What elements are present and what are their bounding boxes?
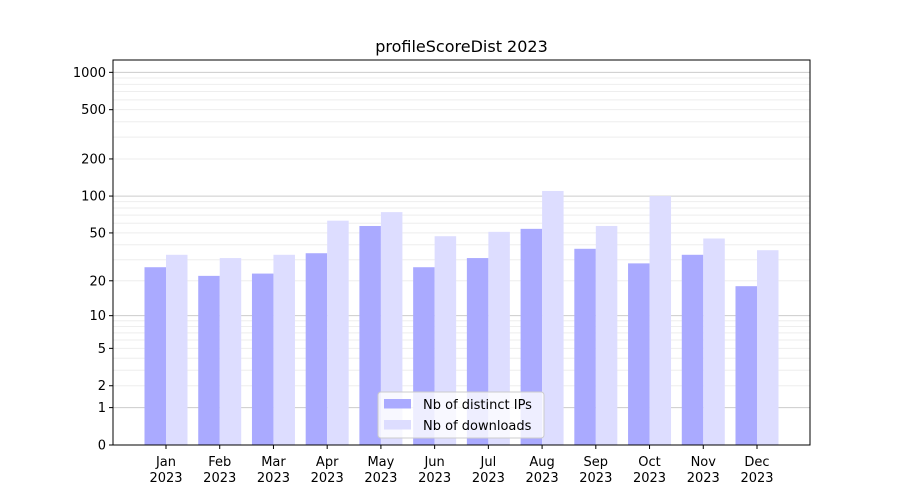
y-tick-label: 10 [89,309,106,324]
bar-downloads [273,254,295,445]
x-tick-label: 2023 [149,471,182,486]
x-tick-label: Sep [584,455,609,470]
bar-distinct-ips [681,254,704,445]
x-tick-label: Oct [638,455,660,470]
y-tick-label: 50 [89,226,106,241]
y-tick-label: 200 [81,152,106,167]
y-tick-label: 20 [89,274,106,289]
bar-downloads [595,225,618,445]
bar-distinct-ips [198,275,220,445]
bar-downloads [649,196,672,445]
x-tick-label: Jul [480,455,497,470]
x-tick-label: 2023 [203,471,236,486]
bar-distinct-ips [251,273,274,445]
x-axis: Jan2023Feb2023Mar2023Apr2023May2023Jun20… [149,445,774,486]
y-tick-label: 500 [81,103,106,118]
bar-distinct-ips [735,286,757,445]
x-tick-label: Apr [316,455,339,470]
bar-distinct-ips [359,225,381,445]
x-tick-label: Nov [691,455,717,470]
x-tick-label: 2023 [687,471,720,486]
bar-distinct-ips [574,248,596,445]
bars [144,190,779,445]
bar-distinct-ips [520,228,543,445]
x-tick-label: 2023 [526,471,559,486]
x-tick-label: 2023 [311,471,344,486]
x-tick-label: Jun [423,455,444,470]
x-tick-label: 2023 [418,471,451,486]
legend-label: Nb of downloads [423,419,532,434]
bar-downloads [542,190,564,445]
x-tick-label: 2023 [740,471,773,486]
x-tick-label: Mar [261,455,286,470]
chart-title: profileScoreDist 2023 [375,37,548,56]
y-tick-label: 1000 [73,66,106,81]
y-tick-label: 2 [98,379,106,394]
bar-distinct-ips [144,267,166,445]
legend-swatch [384,399,411,409]
x-tick-label: May [367,455,394,470]
legend-label: Nb of distinct IPs [423,398,532,413]
legend-box [377,391,545,439]
bar-downloads [219,258,242,445]
x-tick-label: 2023 [364,471,397,486]
bar-distinct-ips [628,263,650,445]
y-tick-label: 1 [98,401,106,416]
x-tick-label: Aug [529,455,554,470]
x-tick-label: 2023 [472,471,505,486]
y-tick-label: 0 [98,439,106,454]
y-axis: 0 1 2 5 10 20 50 100 200 500 1000 [73,66,113,454]
x-tick-label: Jan [155,455,176,470]
x-tick-label: Feb [208,455,231,470]
x-tick-label: Dec [744,455,769,470]
x-tick-label: 2023 [257,471,290,486]
bar-downloads [380,212,403,445]
y-tick-label: 100 [81,190,106,205]
plot-frame [112,59,811,446]
legend: Nb of distinct IPs Nb of downloads [377,391,545,439]
bar-downloads [703,238,725,445]
legend-swatch [384,420,411,430]
bar-downloads [166,254,188,445]
bar-downloads [327,220,349,445]
x-tick-label: 2023 [579,471,612,486]
y-tick-label: 5 [98,342,106,357]
bar-distinct-ips [305,253,328,445]
x-tick-label: 2023 [633,471,666,486]
bar-downloads [757,250,779,445]
